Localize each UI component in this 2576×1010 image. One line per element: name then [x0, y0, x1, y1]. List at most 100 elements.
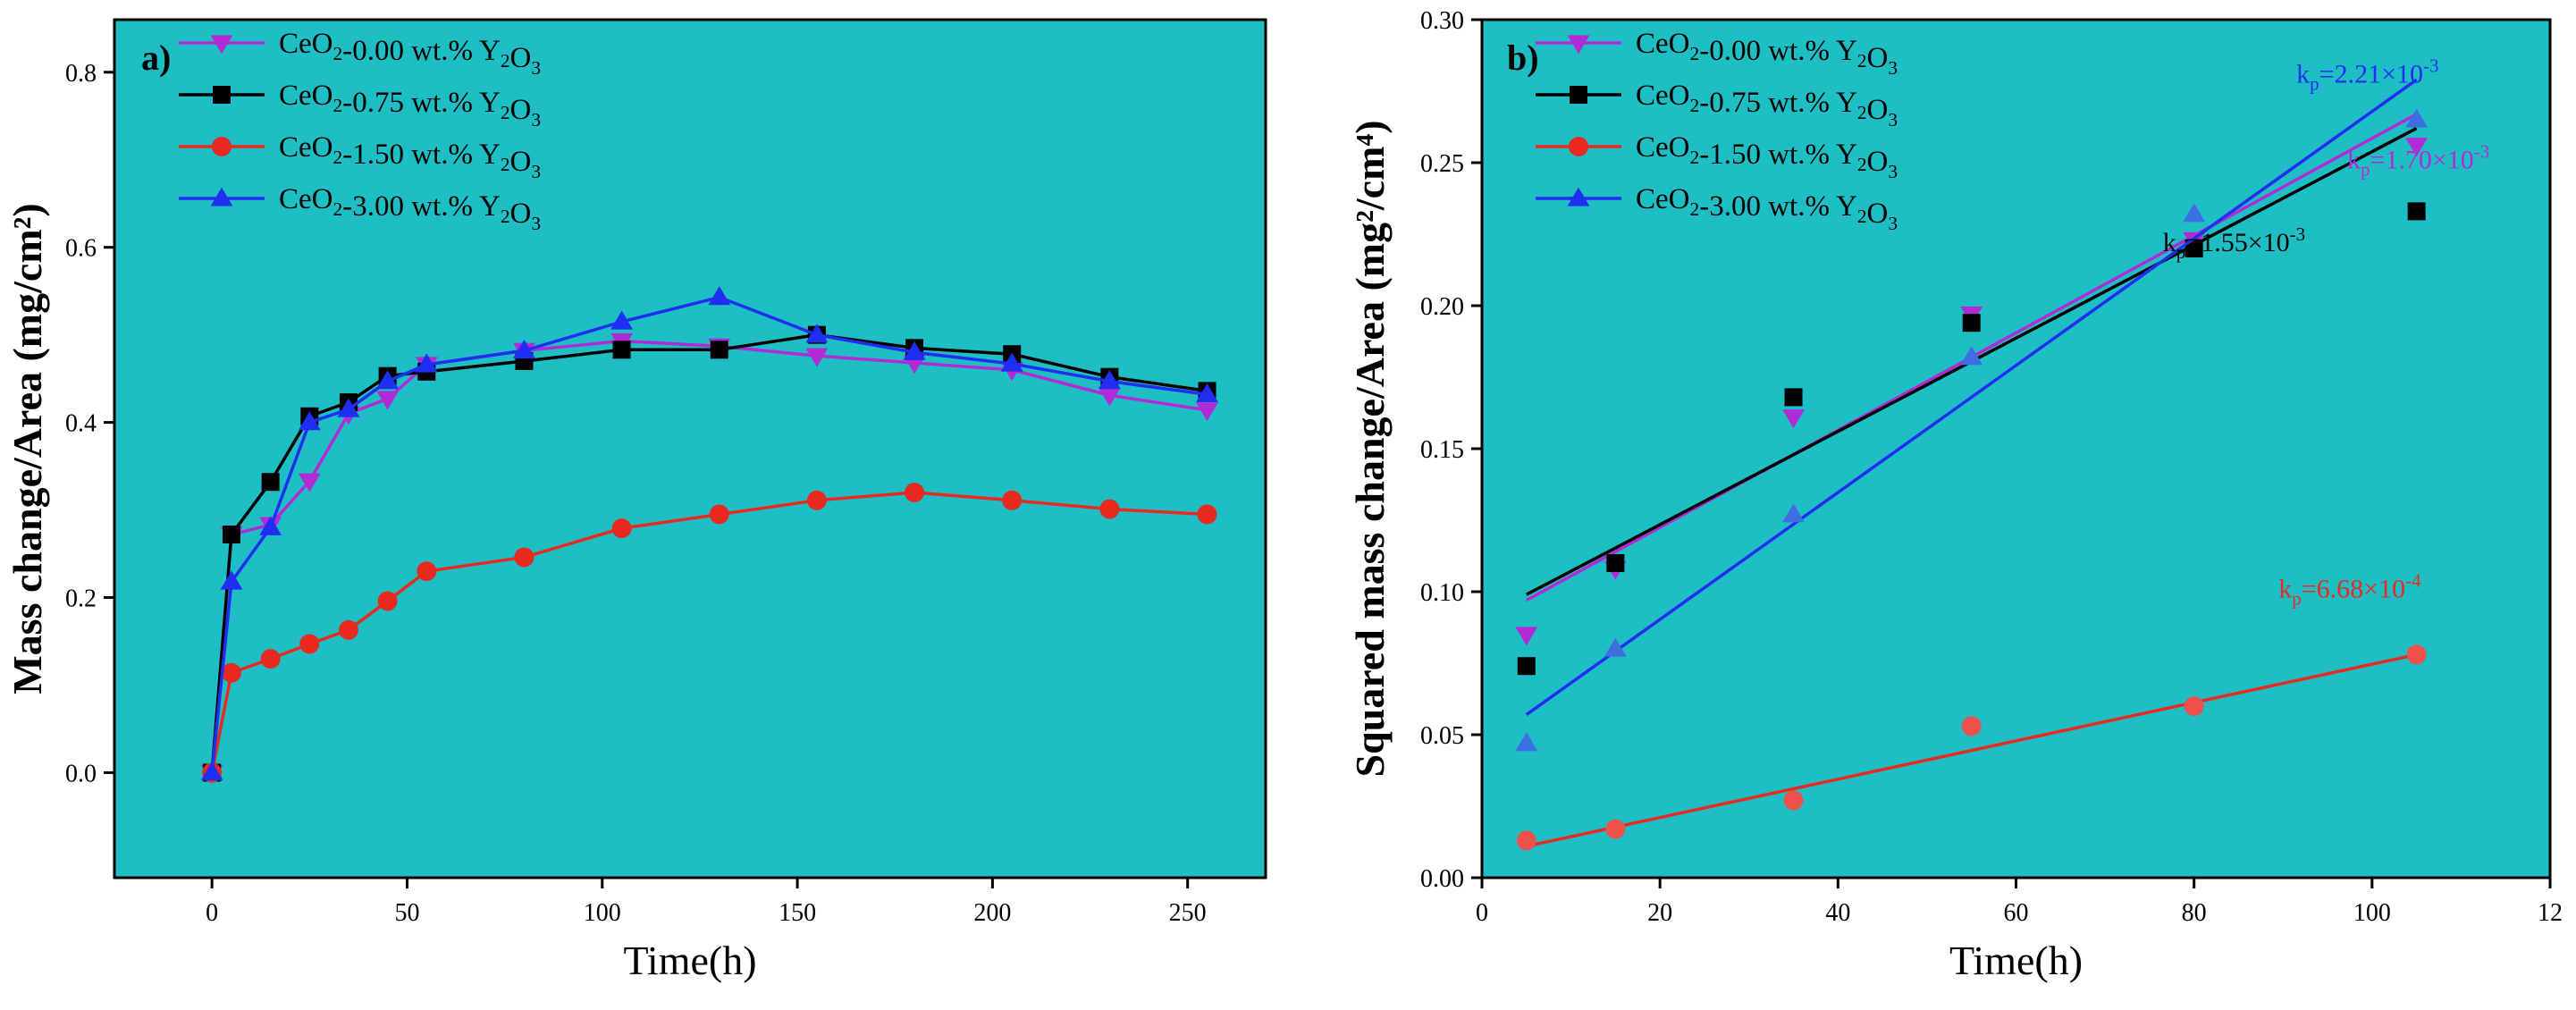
data-point — [1196, 402, 1218, 422]
data-point — [415, 353, 438, 373]
plot-frame — [113, 18, 1267, 880]
x-tick-label: 0 — [206, 899, 218, 927]
data-point — [377, 591, 398, 611]
data-point — [805, 324, 829, 343]
data-point — [903, 341, 926, 360]
data-point — [2405, 108, 2429, 128]
x-axis-title: Time(h) — [1949, 938, 2083, 983]
x-tick-label: 80 — [2182, 899, 2207, 927]
legend-marker — [213, 86, 231, 104]
data-point — [1099, 499, 1120, 519]
legend-marker — [1570, 86, 1587, 104]
data-point — [806, 490, 827, 510]
plot-background — [1482, 20, 2550, 878]
data-point — [298, 411, 321, 431]
data-point — [611, 518, 632, 539]
y-tick-label: 0.10 — [1420, 579, 1464, 607]
data-point — [1962, 314, 1981, 332]
x-tick-label: 50 — [394, 899, 419, 927]
data-point — [1782, 409, 1805, 429]
data-point — [1098, 387, 1121, 407]
legend-label: CeO2-0.00 wt.% Y2O3 — [1636, 28, 1898, 79]
y-tick-label: 0.4 — [65, 410, 97, 438]
data-point — [1196, 383, 1218, 402]
data-point — [805, 348, 829, 367]
data-point — [2185, 240, 2203, 257]
x-tick-label: 100 — [2353, 899, 2391, 927]
x-tick-label: 250 — [1169, 899, 1207, 927]
data-point — [261, 473, 280, 492]
data-point — [376, 391, 400, 410]
data-point — [513, 339, 535, 358]
panel-label: a) — [141, 38, 171, 78]
data-point — [1000, 352, 1023, 372]
series-2 — [1516, 644, 2427, 851]
legend-label: CeO2-3.00 wt.% Y2O3 — [1636, 183, 1898, 234]
legend-label: CeO2-0.75 wt.% Y2O3 — [279, 80, 541, 130]
series-3 — [1515, 78, 2429, 752]
legend-marker — [1567, 187, 1590, 206]
x-tick-label: 200 — [973, 899, 1011, 927]
data-point — [260, 649, 281, 669]
x-tick-label: 0 — [1476, 899, 1488, 927]
fit-line — [1526, 652, 2417, 848]
y-axis-title: Mass change/Area (mg/cm²) — [4, 203, 50, 694]
y-tick-label: 0.6 — [65, 235, 97, 263]
data-point — [220, 570, 243, 590]
legend-marker — [212, 137, 232, 156]
legend-label: CeO2-0.75 wt.% Y2O3 — [1636, 80, 1898, 130]
data-point — [514, 547, 535, 568]
data-point — [1960, 346, 1983, 366]
y-tick-label: 0.0 — [65, 760, 97, 787]
kp-annotation: kp=1.55×10-3 — [2163, 223, 2305, 263]
data-point — [417, 561, 437, 582]
data-point — [1606, 554, 1625, 572]
x-tick-label: 40 — [1825, 899, 1850, 927]
data-point — [2184, 696, 2204, 716]
data-point — [299, 634, 320, 654]
data-point — [1517, 657, 1536, 676]
legend-label: CeO2-1.50 wt.% Y2O3 — [279, 131, 541, 182]
y-tick-label: 0.05 — [1420, 722, 1464, 750]
y-tick-label: 0.00 — [1420, 865, 1464, 893]
data-point — [1098, 370, 1121, 390]
legend-marker — [1567, 35, 1590, 55]
series-3 — [200, 286, 1218, 781]
data-point — [222, 526, 240, 543]
panel-b-squared-mass-change-chart: 0 20 40 60 80 100 12 0.00 0.05 0.10 0.15 0.20 0.25 0.… — [1347, 7, 2563, 983]
data-point — [200, 762, 223, 781]
data-point — [1515, 732, 1538, 752]
data-point — [1783, 790, 1804, 811]
data-point — [337, 398, 360, 417]
legend-label: CeO2-3.00 wt.% Y2O3 — [279, 183, 541, 234]
x-tick-label: 60 — [2004, 899, 2029, 927]
data-point — [612, 341, 631, 359]
x-tick-label: 150 — [779, 899, 816, 927]
kp-annotation: kp=2.21×10-3 — [2296, 55, 2438, 94]
kp-annotation: kp=6.68×10-4 — [2278, 569, 2421, 609]
data-point — [2183, 203, 2206, 223]
data-point — [1604, 637, 1627, 657]
x-axis-title: Time(h) — [623, 938, 756, 983]
kp-annotation: kp=1.70×10-3 — [2347, 140, 2489, 180]
y-tick-label: 0.25 — [1420, 150, 1464, 178]
data-point — [2406, 644, 2427, 665]
panel-label: b) — [1507, 38, 1539, 78]
y-tick-label: 0.2 — [65, 585, 97, 613]
legend-label: CeO2-1.50 wt.% Y2O3 — [1636, 131, 1898, 182]
data-point — [298, 473, 321, 492]
series-2 — [202, 482, 1217, 783]
legend-label: CeO2-0.00 wt.% Y2O3 — [279, 28, 541, 79]
data-point — [610, 310, 633, 330]
data-point — [221, 662, 241, 683]
data-point — [376, 370, 400, 390]
data-point — [1961, 716, 1982, 736]
data-point — [710, 341, 728, 359]
x-tick-label: 20 — [1647, 899, 1672, 927]
y-tick-label: 0.15 — [1420, 436, 1464, 464]
fit-line — [1525, 78, 2418, 717]
x-tick-label: 100 — [584, 899, 621, 927]
